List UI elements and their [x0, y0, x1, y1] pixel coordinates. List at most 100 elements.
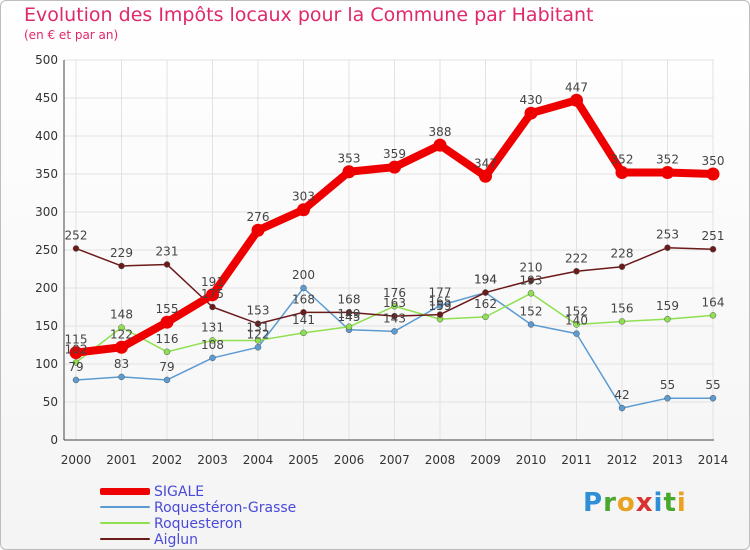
legend-label-sigale: SIGALE	[154, 484, 205, 500]
data-point	[300, 329, 307, 337]
chart-title: Evolution des Impôts locaux pour la Comm…	[24, 4, 594, 26]
data-point	[206, 288, 219, 302]
data-point	[573, 321, 580, 328]
data-point	[163, 261, 171, 268]
series-lines	[69, 93, 720, 412]
data-point	[664, 394, 671, 402]
data-label: 165	[429, 295, 452, 309]
data-point	[300, 284, 307, 292]
x-tick-label: 2000	[61, 453, 92, 467]
data-label: 253	[656, 228, 679, 242]
data-label: 55	[705, 378, 720, 392]
data-label: 156	[611, 301, 634, 315]
logo-letter: x	[635, 488, 654, 518]
data-point	[118, 324, 125, 331]
logo-letter: P	[583, 488, 604, 518]
data-point	[573, 330, 580, 337]
data-label: 122	[247, 327, 270, 341]
x-tick-label: 2004	[243, 453, 274, 467]
data-label: 122	[110, 327, 133, 341]
data-point	[664, 315, 671, 323]
data-point	[527, 321, 535, 328]
y-tick-label: 0	[50, 433, 58, 447]
data-label: 163	[383, 296, 406, 310]
x-tick-label: 2009	[470, 453, 501, 467]
data-point	[482, 313, 489, 321]
chart-subtitle: (en € et par an)	[24, 28, 119, 42]
data-label: 149	[338, 307, 361, 321]
data-label: 231	[156, 244, 179, 258]
x-tick-label: 2011	[561, 453, 592, 467]
data-point	[254, 320, 262, 327]
logo-letter: i	[653, 488, 664, 518]
data-point	[436, 311, 444, 318]
x-tick-label: 2013	[652, 453, 683, 467]
data-point	[297, 203, 310, 217]
data-point	[209, 354, 216, 362]
data-label: 42	[614, 388, 629, 402]
data-label: 159	[656, 299, 679, 313]
data-label: 200	[292, 268, 315, 282]
data-label: 79	[68, 360, 83, 374]
data-label: 79	[159, 360, 174, 374]
grid	[64, 59, 714, 441]
data-point	[345, 323, 353, 331]
data-point	[209, 337, 216, 344]
data-point	[618, 318, 626, 325]
data-point	[664, 244, 671, 251]
data-label: 141	[292, 313, 315, 327]
data-label: 143	[383, 311, 406, 325]
x-tick-label: 2007	[379, 453, 410, 467]
data-point	[618, 404, 626, 412]
data-label: 251	[702, 229, 725, 243]
data-point	[570, 93, 583, 107]
data-label: 115	[65, 333, 88, 347]
logo-letter: t	[663, 488, 677, 518]
data-label: 55	[660, 378, 675, 392]
y-tick-label: 450	[35, 91, 58, 105]
data-label: 228	[611, 247, 634, 261]
data-point	[615, 165, 629, 179]
data-label: 145	[338, 310, 361, 324]
y-tick-label: 100	[35, 357, 58, 371]
data-point	[118, 373, 125, 381]
data-point	[160, 315, 174, 329]
data-point	[163, 376, 171, 384]
data-point	[527, 290, 535, 297]
data-label: 155	[156, 302, 179, 316]
data-point	[436, 302, 444, 309]
data-point	[391, 302, 398, 310]
data-label: 153	[247, 304, 270, 318]
data-point	[115, 340, 128, 354]
x-tick-label: 2012	[607, 453, 638, 467]
data-point	[661, 165, 674, 179]
data-point	[706, 167, 720, 181]
y-tick-label: 400	[35, 129, 58, 143]
data-label: 152	[565, 304, 588, 318]
data-label: 276	[247, 210, 270, 224]
data-point	[345, 309, 353, 316]
legend-label-roquesteron-grasse: Roquestéron-Grasse	[154, 500, 297, 516]
data-label: 347	[474, 156, 497, 170]
data-point	[709, 245, 717, 253]
data-label: 176	[383, 286, 406, 300]
data-label: 194	[474, 273, 497, 287]
data-label: 388	[429, 125, 452, 139]
legend-swatch-aiglun	[100, 538, 150, 540]
x-tick-label: 2008	[425, 453, 456, 467]
legend-swatch-roquesteron	[100, 522, 150, 524]
data-point	[72, 359, 80, 366]
logo-letter: r	[603, 488, 617, 518]
data-label: 303	[292, 190, 315, 204]
data-label: 159	[429, 299, 452, 313]
data-label: 177	[429, 285, 452, 299]
data-label: 116	[156, 332, 179, 346]
data-point	[388, 160, 401, 174]
data-point	[524, 106, 538, 120]
y-tick-label: 50	[43, 395, 58, 409]
data-point	[618, 263, 626, 270]
x-tick-label: 2002	[152, 453, 183, 467]
data-label: 430	[520, 93, 543, 107]
